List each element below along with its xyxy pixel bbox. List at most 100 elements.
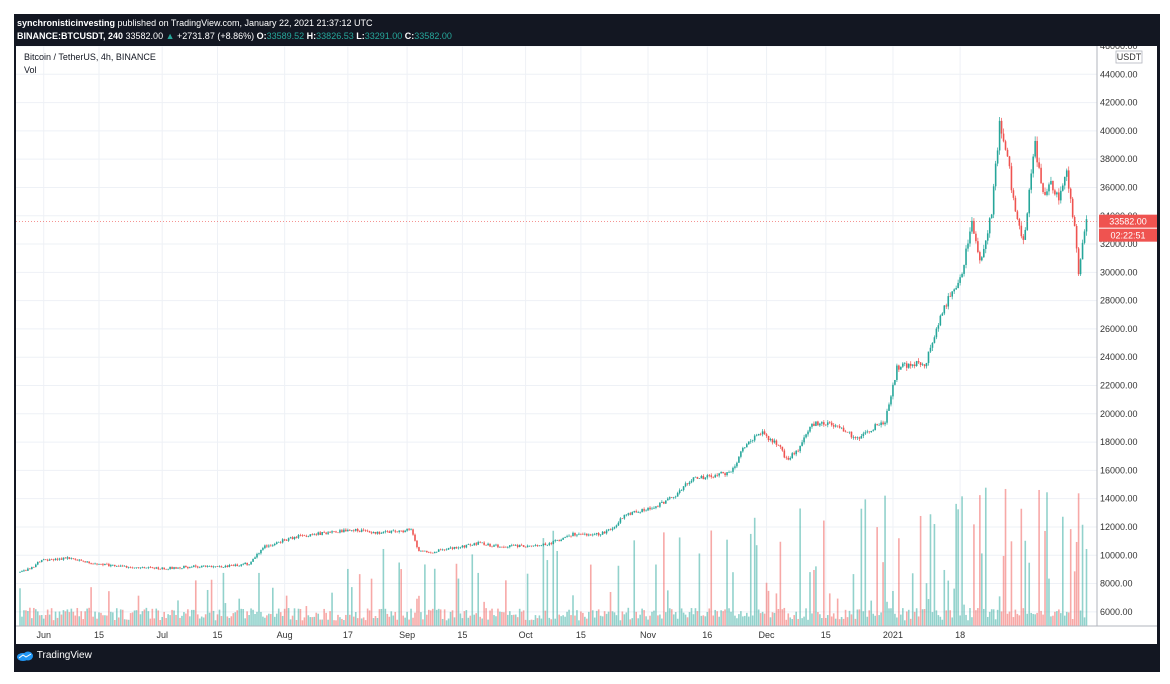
volume-bar	[499, 611, 501, 626]
candle-body	[262, 548, 264, 550]
time-tick-label: 18	[955, 630, 965, 640]
price-chart-svg[interactable]: 46000.00 44000.00 42000.00 40000.00 38000.00…	[16, 41, 1157, 644]
volume-bar	[422, 619, 424, 626]
volume-bar	[637, 618, 639, 626]
volume-bar	[202, 617, 205, 626]
candle-body	[291, 537, 294, 540]
candle-body	[382, 531, 385, 534]
volume-bar	[339, 617, 341, 626]
candle-body	[137, 567, 140, 569]
candle-body	[925, 363, 928, 367]
candle-body	[759, 433, 762, 435]
volume-bar	[811, 613, 813, 626]
candle-body	[629, 513, 632, 515]
volume-bar	[463, 611, 466, 626]
volume-bar	[301, 620, 304, 626]
volume-bar	[185, 613, 187, 626]
volume-bar	[945, 610, 948, 626]
volume-bar	[388, 616, 391, 626]
volume-bar	[337, 614, 339, 626]
candle-body	[467, 544, 470, 545]
candle-body	[986, 233, 989, 241]
volume-bar	[62, 610, 65, 626]
chart-plot-area[interactable]: 46000.00 44000.00 42000.00 40000.00 38000.00…	[16, 41, 1157, 644]
volume-bar	[755, 545, 758, 626]
volume-bar	[605, 613, 608, 626]
volume-bar	[597, 609, 600, 626]
candle-body	[710, 475, 713, 477]
symbol-legend[interactable]: Bitcoin / TetherUS, 4h, BINANCE	[24, 52, 156, 62]
volume-bar	[396, 619, 399, 626]
currency-box[interactable]: USDT	[1115, 50, 1143, 64]
price-tick-label: 14000.00	[1100, 494, 1138, 504]
candle-body	[254, 557, 256, 559]
candle-body	[536, 545, 539, 547]
candle-body	[670, 497, 673, 498]
volume-bar	[540, 618, 543, 626]
candle-body	[1058, 192, 1060, 201]
candle-body	[493, 545, 495, 547]
candle-body	[35, 564, 37, 568]
volume-bar	[568, 609, 570, 626]
candle-body	[921, 364, 924, 365]
volume-bar	[323, 608, 325, 626]
candle-body	[773, 440, 776, 443]
volume-bar	[90, 587, 92, 626]
volume-bar	[566, 611, 568, 626]
volume-bar	[668, 608, 671, 626]
publisher-name[interactable]: synchronisticinvesting	[17, 18, 116, 28]
candle-body	[88, 561, 90, 563]
volume-bar	[623, 614, 626, 626]
candle-body	[975, 233, 977, 242]
price-tick-label: 32000.00	[1100, 239, 1138, 249]
volume-bar	[507, 614, 509, 626]
volume-bar	[216, 614, 219, 626]
candle-body	[1075, 226, 1078, 249]
candle-body	[252, 558, 254, 562]
candle-body	[406, 528, 408, 531]
volume-bar	[961, 496, 963, 626]
candle-body	[135, 567, 138, 569]
volume-bar	[1054, 611, 1056, 626]
volume-bar	[819, 614, 821, 626]
volume-bar	[1030, 612, 1032, 626]
volume-bar	[212, 610, 215, 626]
volume-bar	[994, 619, 997, 626]
candle-body	[769, 439, 772, 441]
volume-bar	[672, 614, 675, 626]
volume-bar	[1044, 530, 1046, 626]
candle-body	[572, 532, 574, 537]
volume-bar	[560, 616, 562, 626]
publish-line: synchronisticinvesting published on Trad…	[17, 18, 373, 29]
volume-bar	[98, 612, 100, 626]
volume-bar	[734, 615, 736, 626]
candle-body	[706, 475, 709, 478]
volume-bar	[481, 618, 483, 626]
volume-bar	[558, 614, 560, 626]
volume-legend[interactable]: Vol	[24, 65, 37, 75]
candle-body	[131, 567, 134, 569]
candle-body	[878, 424, 880, 426]
candle-body	[714, 475, 716, 478]
volume-bar	[309, 617, 312, 626]
candle-body	[281, 539, 284, 543]
candle-body	[524, 546, 527, 548]
volume-bar	[497, 608, 499, 626]
candle-body	[250, 561, 252, 565]
candle-body	[477, 542, 479, 545]
candle-body	[100, 564, 102, 565]
volume-bar	[530, 619, 533, 626]
price-tick-label: 22000.00	[1100, 381, 1138, 391]
candle-body	[171, 566, 173, 569]
candle-body	[495, 544, 497, 546]
candle-body	[635, 511, 637, 513]
candle-body	[907, 363, 910, 368]
volume-bar	[487, 619, 489, 626]
volume-bar	[676, 618, 679, 626]
volume-bar	[925, 583, 928, 626]
candle-body	[1083, 231, 1086, 243]
volume-bar	[655, 564, 657, 626]
volume-bar	[868, 610, 871, 626]
candle-body	[971, 220, 973, 232]
volume-bar	[520, 611, 523, 626]
